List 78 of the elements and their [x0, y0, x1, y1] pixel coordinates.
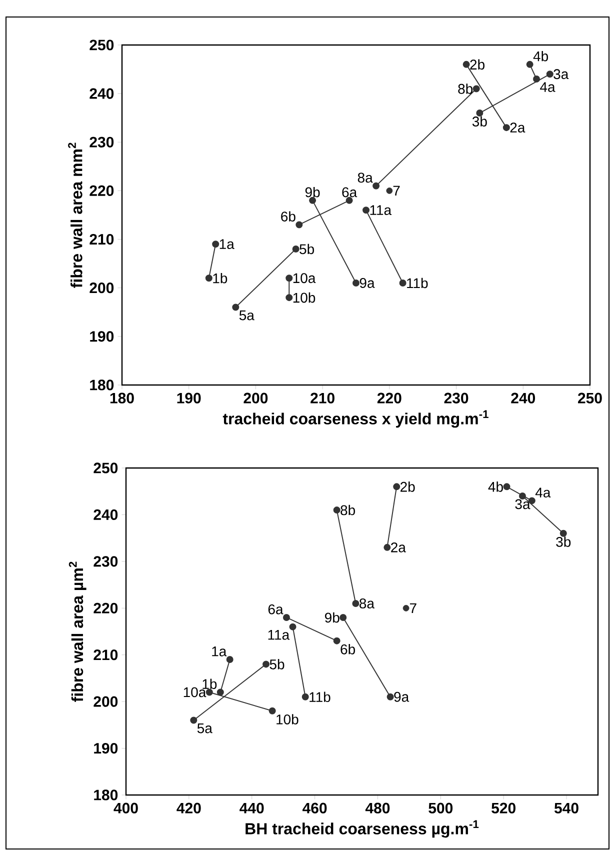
x-tick-label: 180 [110, 392, 134, 404]
y-axis-title: fibre wall area mm$^{2}$ [68, 142, 82, 288]
y-tick-label: 190 [90, 331, 114, 342]
y-tick-label: 210 [94, 650, 118, 660]
annotation: 4a [540, 82, 556, 92]
x-tick-label: 190 [177, 392, 201, 404]
x-tick-label: 500 [428, 802, 453, 814]
y-tick-label: 220 [90, 185, 114, 196]
y-tick-label: 240 [90, 88, 114, 99]
annotation: 4b [533, 50, 548, 62]
annotation: 9a [394, 692, 410, 702]
annotation: 10a [293, 273, 316, 284]
x-tick-label: 240 [511, 392, 536, 404]
annotation: 11a [370, 205, 392, 216]
annotation: 3a [515, 499, 530, 510]
annotation: 2b [400, 482, 415, 492]
x-tick-label: 200 [244, 392, 268, 404]
annotation: 9b [325, 612, 340, 623]
annotation: 6a [342, 187, 358, 198]
x-axis-title: BH tracheid coarseness µg.m$^{-1}$ [246, 820, 479, 838]
annotation: 7 [393, 186, 400, 196]
annotation: 10b [276, 714, 298, 724]
annotation: 4b [488, 482, 503, 492]
y-tick-label: 180 [90, 380, 114, 390]
annotation: 2b [470, 59, 484, 70]
annotation: 3a [554, 69, 569, 80]
x-tick-label: 210 [310, 392, 334, 404]
x-tick-label: 540 [554, 802, 578, 814]
y-tick-label: 230 [94, 556, 118, 567]
annotation: 5a [239, 310, 254, 320]
annotation: 1b [202, 678, 217, 690]
y-tick-label: 200 [90, 282, 114, 294]
annotation: 1a [212, 646, 227, 656]
x-tick-label: 230 [444, 392, 468, 404]
x-tick-label: 220 [377, 392, 402, 404]
annotation: 5b [270, 659, 284, 670]
annotation: 10b [293, 292, 316, 303]
annotation: 8b [340, 504, 356, 516]
x-tick-label: 440 [240, 802, 264, 814]
annotation: 5a [197, 723, 212, 734]
annotation: 8a [360, 598, 374, 608]
annotation: 11a [268, 630, 290, 640]
annotation: 2a [391, 542, 406, 552]
y-tick-label: 190 [94, 742, 118, 754]
y-tick-label: 200 [94, 696, 118, 707]
annotation: 11b [310, 692, 330, 702]
x-tick-label: 250 [578, 392, 602, 404]
y-tick-label: 250 [90, 40, 114, 50]
x-tick-label: 520 [492, 802, 516, 814]
y-tick-label: 210 [90, 234, 114, 245]
y-tick-label: 220 [94, 602, 118, 614]
annotation: 6a [268, 604, 284, 614]
x-tick-label: 420 [176, 802, 201, 814]
annotation: 6b [281, 211, 296, 222]
y-tick-label: 180 [94, 790, 118, 800]
annotation: 3b [556, 536, 571, 547]
y-tick-label: 240 [94, 509, 118, 520]
x-tick-label: 400 [114, 802, 138, 814]
x-tick-label: 460 [302, 802, 327, 814]
y-tick-label: 230 [90, 136, 114, 148]
annotation: 7 [410, 603, 416, 613]
x-axis-title: tracheid coarseness x yield mg.m$^{-1}$ [222, 410, 488, 428]
annotation: 5b [300, 244, 314, 254]
annotation: 2a [510, 122, 526, 133]
x-tick-label: 480 [365, 802, 390, 814]
annotation: 8a [358, 172, 373, 183]
y-axis-title: fibre wall area µm$^{2}$ [68, 562, 86, 702]
annotation: 9b [305, 186, 320, 198]
annotation: 8b [458, 84, 473, 94]
annotation: 6b [340, 644, 356, 654]
annotation: 3b [472, 116, 487, 126]
annotation: 10a [184, 687, 206, 698]
annotation: 1a [220, 239, 234, 250]
annotation: 4a [535, 488, 551, 498]
y-tick-label: 250 [94, 462, 118, 474]
annotation: 1b [213, 273, 228, 284]
annotation: 11b [407, 278, 428, 288]
annotation: 9a [360, 278, 375, 288]
